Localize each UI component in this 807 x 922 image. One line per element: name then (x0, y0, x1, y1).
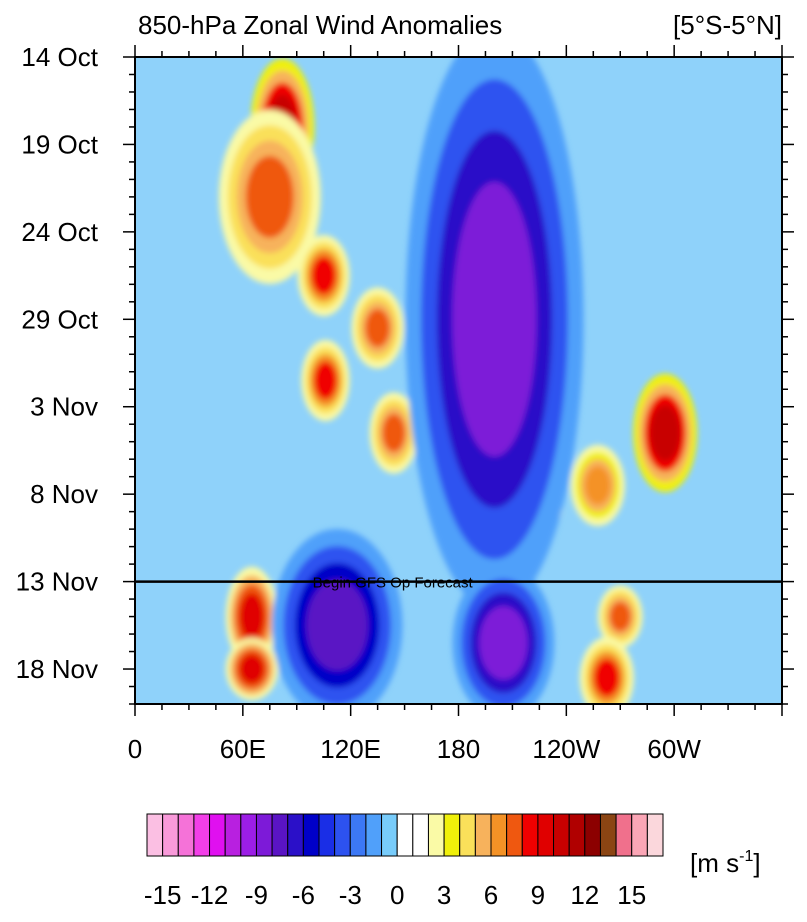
colorbar-label: -6 (292, 880, 315, 910)
colorbar-swatch (302, 813, 320, 857)
colorbar-swatch (240, 813, 257, 857)
y-tick-label: 14 Oct (21, 42, 98, 72)
anomaly-positive-6 (225, 566, 278, 667)
x-axis: 0 60E 120E 180 120W 60W (128, 45, 783, 764)
y-tick-label: 18 Nov (16, 654, 98, 684)
y-tick-label: 19 Oct (21, 129, 98, 159)
colorbar-label: -9 (245, 880, 268, 910)
colorbar-swatch (506, 813, 523, 857)
colorbar-swatch (553, 813, 570, 857)
colorbar-label: -3 (339, 880, 362, 910)
colorbar-label: 9 (531, 880, 545, 910)
anomaly-field (135, 57, 782, 704)
anomaly-positive-9 (570, 444, 625, 527)
colorbar-swatch (568, 813, 586, 857)
anomaly-positive-7 (225, 637, 278, 701)
colorbar-swatch (396, 813, 414, 857)
region-label: [5°S-5°N] (673, 10, 782, 40)
colorbar-swatch (255, 813, 273, 857)
colorbar (146, 813, 664, 857)
colorbar-labels: -15 -12 -9 -6 -3 0 3 6 9 12 15 (144, 880, 646, 910)
y-tick-label: 8 Nov (30, 479, 98, 509)
anomaly-positive-12 (579, 637, 634, 704)
anomaly-positive-3 (351, 287, 404, 369)
x-tick-label: 60E (220, 734, 266, 764)
colorbar-swatch (193, 813, 211, 857)
colorbar-label: -15 (144, 880, 182, 910)
colorbar-swatch (334, 813, 351, 857)
anomaly-negative-14 (271, 528, 403, 704)
anomaly-positive-11 (597, 585, 643, 648)
colorbar-swatch (318, 813, 336, 857)
colorbar-swatch (459, 813, 476, 857)
colorbar-label: 3 (437, 880, 451, 910)
colorbar-swatch (584, 813, 601, 857)
colorbar-swatch (381, 813, 398, 857)
colorbar-swatch (615, 813, 633, 857)
colorbar-label: 12 (570, 880, 599, 910)
y-tick-label: 13 Nov (16, 567, 98, 597)
x-tick-label: 60W (647, 734, 701, 764)
anomaly-positive-5 (369, 392, 419, 474)
anomaly-positive-2 (297, 234, 350, 317)
anomaly-negative-15 (452, 565, 555, 704)
y-tick-label: 29 Oct (21, 304, 98, 334)
colorbar-swatch (631, 813, 648, 857)
anomaly-positive-8 (633, 373, 698, 493)
colorbar-swatch (443, 813, 461, 857)
colorbar-label: 6 (484, 880, 498, 910)
chart-title: 850-hPa Zonal Wind Anomalies (138, 10, 502, 40)
colorbar-swatch (646, 813, 664, 857)
y-tick-label: 24 Oct (21, 217, 98, 247)
x-tick-label: 0 (128, 734, 142, 764)
anomaly-positive-1 (218, 109, 321, 284)
colorbar-swatch (349, 813, 367, 857)
colorbar-swatch (162, 813, 179, 857)
x-tick-label: 180 (437, 734, 480, 764)
colorbar-swatch (271, 813, 289, 857)
forecast-line-group: Begin GFS Op Forecast (135, 575, 782, 592)
anomaly-positive-4 (301, 339, 350, 422)
colorbar-swatch (365, 813, 383, 857)
colorbar-swatch (412, 813, 429, 857)
colorbar-swatch (287, 813, 304, 857)
colorbar-swatch (537, 813, 555, 857)
colorbar-label: 0 (390, 880, 404, 910)
colorbar-swatch (224, 813, 242, 857)
colorbar-swatch (146, 813, 164, 857)
colorbar-label: 15 (617, 880, 646, 910)
colorbar-unit: [m s-1] (690, 848, 761, 878)
x-tick-label: 120E (320, 734, 381, 764)
colorbar-swatch (490, 813, 508, 857)
y-tick-label: 3 Nov (30, 392, 98, 422)
x-tick-label: 120W (532, 734, 600, 764)
colorbar-swatch (427, 813, 445, 857)
colorbar-swatch (177, 813, 195, 857)
colorbar-swatch (209, 813, 226, 857)
anomaly-negative-13 (405, 57, 584, 611)
colorbar-swatch (474, 813, 492, 857)
forecast-label: Begin GFS Op Forecast (313, 575, 474, 592)
y-axis: 14 Oct 19 Oct 24 Oct 29 Oct 3 Nov 8 Nov 13 Nov… (16, 42, 794, 705)
colorbar-swatch (521, 813, 539, 857)
colorbar-label: -12 (191, 880, 229, 910)
colorbar-swatch (599, 813, 617, 857)
